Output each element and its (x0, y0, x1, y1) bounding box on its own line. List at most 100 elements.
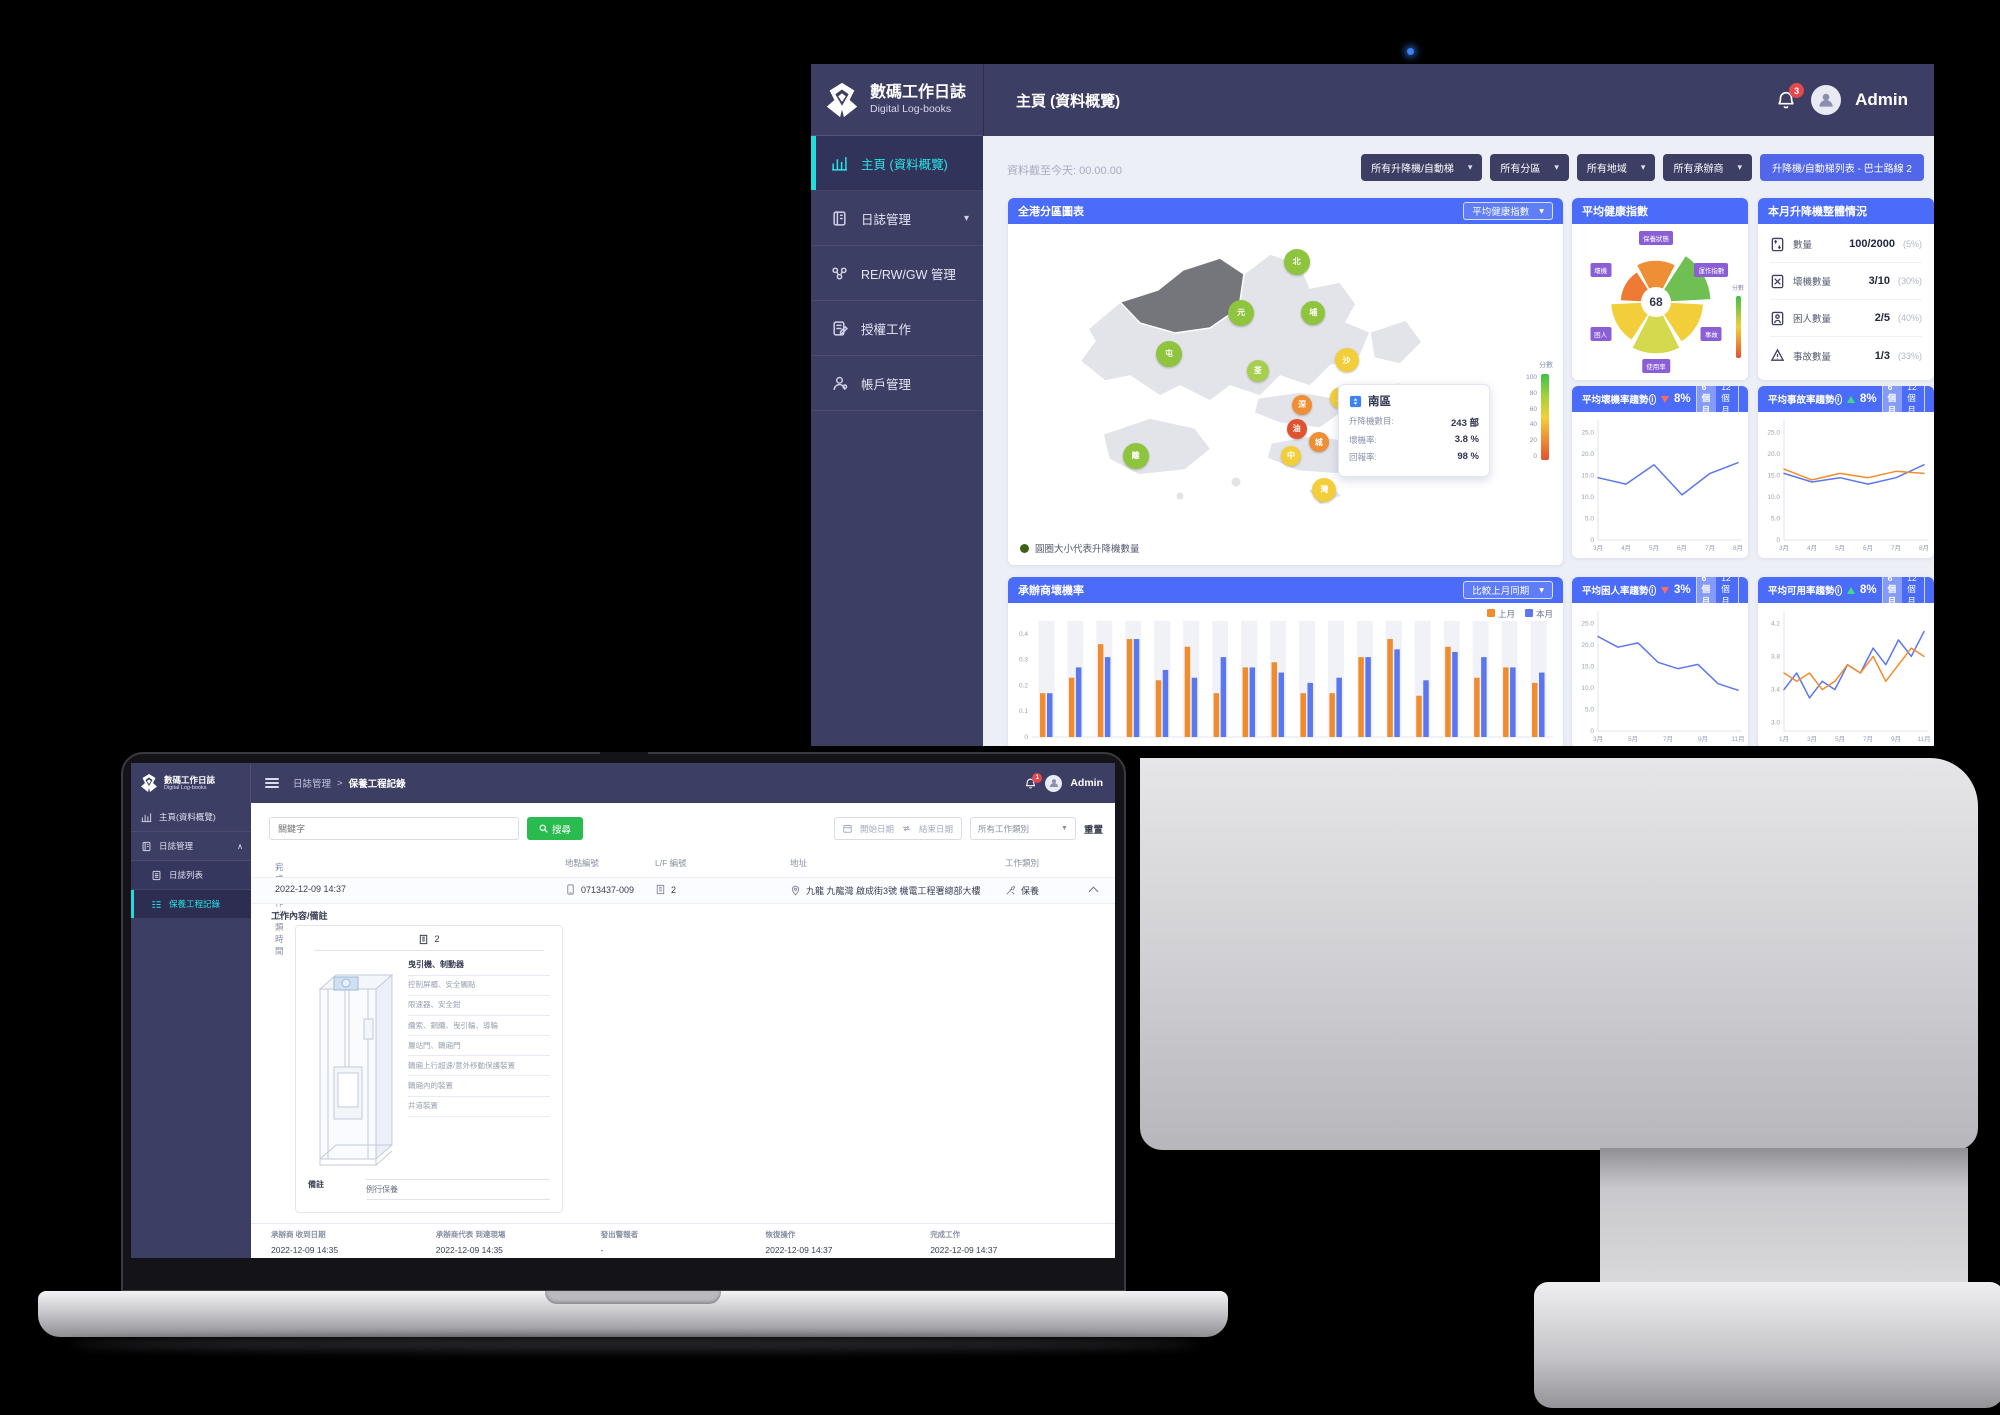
district-badge-荃[interactable]: 荃 (1246, 359, 1269, 382)
stat-percent: (33%) (1897, 350, 1922, 361)
sidebar-item-3[interactable]: 授權工作 (811, 301, 983, 356)
range-button-6個月[interactable]: 6個月 (1882, 386, 1903, 418)
trend-panel-trapped: 平均困人率趨勢 i 3% 6個月 12個月 25.0 20.0 15.0 10.0 5.0 0 3月 5… (1572, 577, 1748, 746)
work-type-filter[interactable]: 所有工作類別 ▼ (969, 817, 1076, 840)
sidebar-item-1[interactable]: 日誌管理 ▾ (811, 191, 983, 246)
cell-work-type: 保養 (1005, 884, 1039, 897)
range-button-12個月[interactable]: 12個月 (1907, 577, 1917, 606)
bar-compare-dropdown[interactable]: 比較上月同期 ▾ (1463, 581, 1553, 599)
footer-col-value: - (600, 1245, 604, 1255)
search-input[interactable] (269, 817, 519, 840)
info-icon[interactable]: i (1648, 584, 1656, 596)
range-button-6個月[interactable]: 6個月 (1696, 386, 1717, 418)
laptop-sidebar-item-0[interactable]: 主頁(資料概覽) (131, 803, 251, 832)
app-logo[interactable]: 數碼工作日誌 Digital Log-books (131, 763, 251, 803)
laptop-sidebar: 主頁(資料概覽) 日誌管理 ∧ 日誌列表 保養工程記錄 (131, 803, 251, 1258)
district-badge-沙[interactable]: 沙 (1334, 348, 1359, 373)
range-button-12個月[interactable]: 12個月 (1721, 386, 1731, 415)
info-icon[interactable]: i (1834, 584, 1842, 596)
monitor-body (1140, 758, 1978, 1150)
svg-text:5月: 5月 (1649, 544, 1659, 552)
info-icon[interactable]: i (1648, 393, 1656, 405)
stat-row-2: 困人數量 2/5 (40%) (1770, 300, 1922, 337)
trend-down-icon (1660, 586, 1669, 594)
footer-col-2: 發出警報者 - (601, 1229, 766, 1255)
checklist-item-4: 層站門、轎廂門 (408, 1036, 550, 1057)
user-name[interactable]: Admin (1855, 90, 1908, 109)
scale-tick: 0 (1533, 452, 1537, 460)
svg-text:3.8: 3.8 (1771, 653, 1780, 660)
app-logo[interactable]: 數碼工作日誌 Digital Log-books (811, 64, 983, 136)
trend-panel-header: 平均事故率趨勢 i 8% 6個月 12個月 (1758, 386, 1934, 419)
checklist-item-3: 纜索、鋼纜、曳引輪、導輪 (408, 1016, 550, 1037)
bar-legend: 上月 本月 (1486, 608, 1553, 620)
range-button-12個月[interactable]: 12個月 (1907, 386, 1917, 415)
district-badge-埔[interactable]: 埔 (1301, 300, 1326, 325)
district-badge-灣[interactable]: 灣 (1312, 477, 1337, 502)
chevron-down-icon: ▾ (963, 212, 969, 224)
checklist-item-2: 限速器、安全鉗 (408, 996, 550, 1017)
highlighted-district[interactable] (1118, 257, 1245, 334)
tooltip-row: 升降機數目: 243 部 (1349, 415, 1479, 429)
stat-percent: (5%) (1902, 239, 1922, 249)
district-badge-元[interactable]: 元 (1228, 299, 1255, 326)
info-icon[interactable]: i (1834, 393, 1842, 405)
app-title: 數碼工作日誌 (870, 84, 967, 102)
stat-label: 數量 (1793, 240, 1813, 251)
breadcrumb: 日誌管理 > 保養工程記錄 (293, 776, 406, 791)
user-name[interactable]: Admin (1070, 777, 1103, 789)
svg-text:5.0: 5.0 (1771, 516, 1780, 523)
trapped-icon (1770, 311, 1785, 326)
district-badge-中[interactable]: 中 (1281, 445, 1302, 466)
svg-text:3.4: 3.4 (1771, 687, 1780, 694)
filter-dropdown-3[interactable]: 所有承辦商 ▾ (1663, 154, 1752, 181)
detail-section-label: 工作內容/備註 (271, 911, 328, 921)
menu-toggle-icon[interactable] (265, 778, 279, 788)
laptop-sidebar-item-1[interactable]: 日誌管理 ∧ (131, 832, 251, 861)
district-badge-屯[interactable]: 屯 (1155, 340, 1182, 367)
rose-scale-label: 分數 (1731, 286, 1744, 292)
range-button-6個月[interactable]: 6個月 (1882, 577, 1903, 609)
svg-text:15.0: 15.0 (1581, 473, 1594, 480)
sidebar-item-label: 帳戶管理 (861, 377, 912, 392)
breadcrumb-parent[interactable]: 日誌管理 (293, 779, 332, 790)
lift-list-button[interactable]: 升降機/自動梯列表 - 巴士路線 2 (1759, 154, 1924, 181)
range-button-12個月[interactable]: 12個月 (1721, 577, 1731, 606)
checklist-item-1: 控制屏櫃、安全觸點 (408, 976, 550, 996)
filter-dropdown-0[interactable]: 所有升降機/自動梯 ▾ (1361, 154, 1483, 181)
trend-panel-header: 平均可用率趨勢 i 8% 6個月 12個月 (1758, 577, 1934, 610)
scale-tick: 20 (1529, 437, 1537, 445)
filter-dropdown-2[interactable]: 所有地域 ▾ (1576, 154, 1656, 181)
notifications-bell-icon[interactable]: 1 (1024, 772, 1043, 790)
dashboard-icon (831, 154, 849, 172)
map-metric-dropdown[interactable]: 平均健康指數 ▾ (1463, 202, 1553, 220)
collapse-row-chevron-icon[interactable] (1088, 886, 1099, 897)
sidebar-item-0[interactable]: 主頁 (資料概覽) (811, 136, 983, 191)
district-badge-深[interactable]: 深 (1292, 394, 1313, 415)
laptop-sidebar-item-2[interactable]: 日誌列表 (131, 861, 251, 890)
district-badge-北[interactable]: 北 (1283, 248, 1310, 275)
detail-lift-header: 2 (314, 934, 544, 951)
notifications-bell-icon[interactable]: 3 (1775, 83, 1805, 111)
avatar[interactable] (1045, 774, 1063, 792)
sidebar-item-4[interactable]: 帳戶管理 (811, 356, 983, 411)
date-range-picker[interactable]: 開始日期 結束日期 (833, 817, 962, 840)
search-button[interactable]: 搜尋 (527, 817, 584, 840)
district-badge-離[interactable]: 離 (1122, 442, 1149, 469)
avatar[interactable] (1811, 85, 1842, 115)
sidebar-item-2[interactable]: RE/RW/GW 管理 (811, 246, 983, 301)
rose-label-5: 壞機 (1590, 263, 1612, 277)
range-toggle: 6個月 12個月 (1881, 386, 1926, 419)
breadcrumb-separator: > (337, 777, 343, 789)
reset-button[interactable]: 重置 (1083, 824, 1103, 836)
filter-dropdown-1[interactable]: 所有分區 ▾ (1490, 154, 1569, 181)
district-badge-城[interactable]: 城 (1308, 432, 1329, 453)
caret-down-icon: ▼ (1061, 825, 1068, 832)
table-row[interactable]: 2022-12-09 14:37 0713437-009 2 九龍 九龍灣 啟成… (251, 877, 1115, 904)
laptop-sidebar-item-3[interactable]: 保養工程記錄 (131, 890, 251, 919)
range-button-6個月[interactable]: 6個月 (1696, 577, 1717, 609)
laptop-main: 搜尋 開始日期 結束日期 所有工作類別▼ (251, 803, 1115, 1258)
search-row: 搜尋 開始日期 結束日期 所有工作類別▼ (269, 817, 1103, 840)
district-badge-油[interactable]: 油 (1286, 418, 1307, 439)
